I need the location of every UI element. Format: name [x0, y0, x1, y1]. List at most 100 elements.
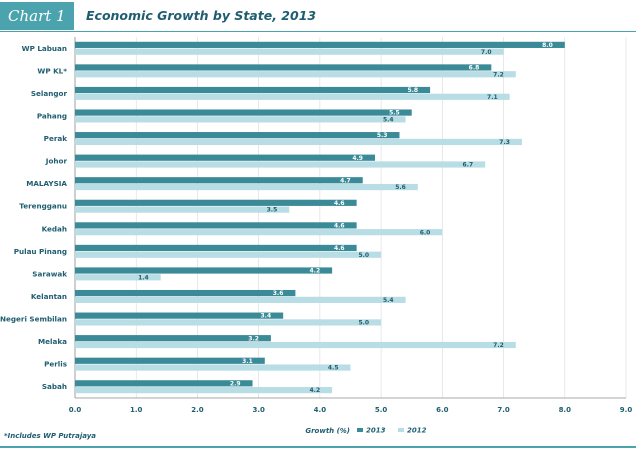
bar-2012: [75, 116, 406, 123]
x-axis-title: Growth (%): [305, 427, 350, 435]
data-label-2012: 6.0: [420, 229, 431, 236]
data-label-2013: 3.1: [242, 358, 253, 365]
header: Chart 1 Economic Growth by State, 2013: [0, 0, 636, 30]
bar-2013: [75, 132, 400, 139]
data-label-2012: 5.4: [383, 297, 394, 304]
bar-2013: [75, 64, 492, 71]
bar-2013: [75, 267, 333, 274]
data-label-2012: 5.0: [358, 320, 369, 327]
data-label-2012: 7.2: [493, 342, 504, 349]
data-label-2012: 5.6: [395, 184, 406, 191]
data-label-2013: 2.9: [230, 380, 241, 387]
bar-2013: [75, 199, 357, 206]
x-tick-label: 5.0: [375, 406, 388, 414]
bar-2012: [75, 274, 161, 281]
category-label: Melaka: [38, 337, 67, 346]
x-tick-label: 2.0: [191, 406, 204, 414]
data-label-2012: 4.2: [309, 387, 320, 394]
data-label-2013: 5.3: [377, 132, 388, 139]
bar-2013: [75, 335, 271, 342]
category-label: Negeri Sembilan: [0, 315, 67, 324]
data-label-2012: 3.5: [267, 207, 278, 214]
x-tick-label: 1.0: [130, 406, 143, 414]
bar-2013: [75, 154, 375, 161]
category-label: Perak: [44, 134, 68, 143]
x-tick-label: 4.0: [314, 406, 327, 414]
data-label-2013: 3.2: [248, 335, 259, 342]
data-label-2012: 5.0: [358, 252, 369, 259]
data-label-2013: 4.2: [309, 268, 320, 275]
footnote: *Includes WP Putrajaya: [4, 432, 97, 440]
legend-swatch-2013: [357, 428, 363, 432]
category-label: Sarawak: [32, 269, 67, 278]
data-label-2013: 8.0: [542, 42, 553, 49]
bar-2012: [75, 229, 443, 236]
category-label: Pulau Pinang: [14, 247, 67, 256]
category-label: MALAYSIA: [26, 179, 67, 188]
bar-2012: [75, 251, 382, 258]
legend-swatch-2012: [398, 428, 404, 432]
category-label: Terengganu: [19, 202, 67, 211]
data-label-2012: 7.3: [499, 139, 510, 146]
bar-2012: [75, 296, 406, 303]
bar-2012: [75, 161, 486, 168]
data-label-2013: 5.5: [389, 110, 400, 117]
x-tick-label: 7.0: [497, 406, 510, 414]
data-label-2012: 6.7: [463, 162, 474, 169]
category-label: Johor: [45, 157, 68, 166]
bar-2012: [75, 183, 418, 191]
bar-2013: [75, 244, 357, 252]
bar-2013: [75, 222, 357, 229]
category-label: Selangor: [31, 89, 68, 98]
bar-2013: [75, 109, 412, 116]
legend-label-2013: 2013: [366, 427, 386, 435]
chart-label: Chart 1: [0, 2, 74, 30]
legend-label-2012: 2012: [407, 427, 427, 435]
bar-2013: [75, 86, 431, 94]
data-label-2013: 6.8: [469, 65, 480, 72]
bar-2012: [75, 138, 522, 146]
bar-2013: [75, 357, 265, 364]
bar-2013: [75, 289, 296, 297]
top-rule: [0, 31, 636, 32]
data-label-2013: 3.6: [273, 290, 284, 297]
category-label: Pahang: [37, 111, 67, 120]
bar-2012: [75, 319, 382, 326]
bar-2013: [75, 41, 565, 48]
chart-title: Economic Growth by State, 2013: [86, 8, 317, 23]
data-label-2012: 7.0: [481, 49, 492, 56]
data-label-2012: 7.2: [493, 71, 504, 78]
data-label-2012: 5.4: [383, 116, 394, 123]
x-tick-label: 0.0: [69, 406, 82, 414]
bar-2012: [75, 93, 510, 100]
bar-2012: [75, 364, 351, 371]
bar-2012: [75, 206, 290, 213]
category-label: WP Labuan: [22, 44, 67, 53]
data-label-2012: 1.4: [138, 274, 149, 281]
data-label-2012: 4.5: [328, 365, 339, 372]
data-label-2013: 4.7: [340, 177, 351, 184]
x-tick-label: 6.0: [436, 406, 449, 414]
category-label: Kelantan: [31, 292, 67, 301]
category-label: Sabah: [42, 382, 67, 391]
category-label: Kedah: [42, 224, 67, 233]
data-label-2013: 4.6: [334, 245, 345, 252]
x-tick-label: 9.0: [620, 406, 633, 414]
bar-2013: [75, 177, 363, 184]
category-label: Perlis: [44, 360, 67, 369]
data-label-2013: 3.4: [261, 313, 272, 320]
x-tick-label: 8.0: [559, 406, 572, 414]
bottom-rule: [0, 446, 636, 448]
bar-2012: [75, 71, 516, 78]
data-label-2013: 4.6: [334, 222, 345, 229]
data-label-2013: 4.9: [352, 155, 363, 162]
category-label: WP KL*: [37, 66, 67, 75]
x-tick-label: 3.0: [252, 406, 265, 414]
data-label-2012: 7.1: [487, 94, 498, 101]
bar-2012: [75, 341, 516, 349]
data-label-2013: 5.8: [407, 87, 418, 94]
bar-2013: [75, 312, 284, 319]
bar-2013: [75, 380, 253, 387]
data-label-2013: 4.6: [334, 200, 345, 207]
